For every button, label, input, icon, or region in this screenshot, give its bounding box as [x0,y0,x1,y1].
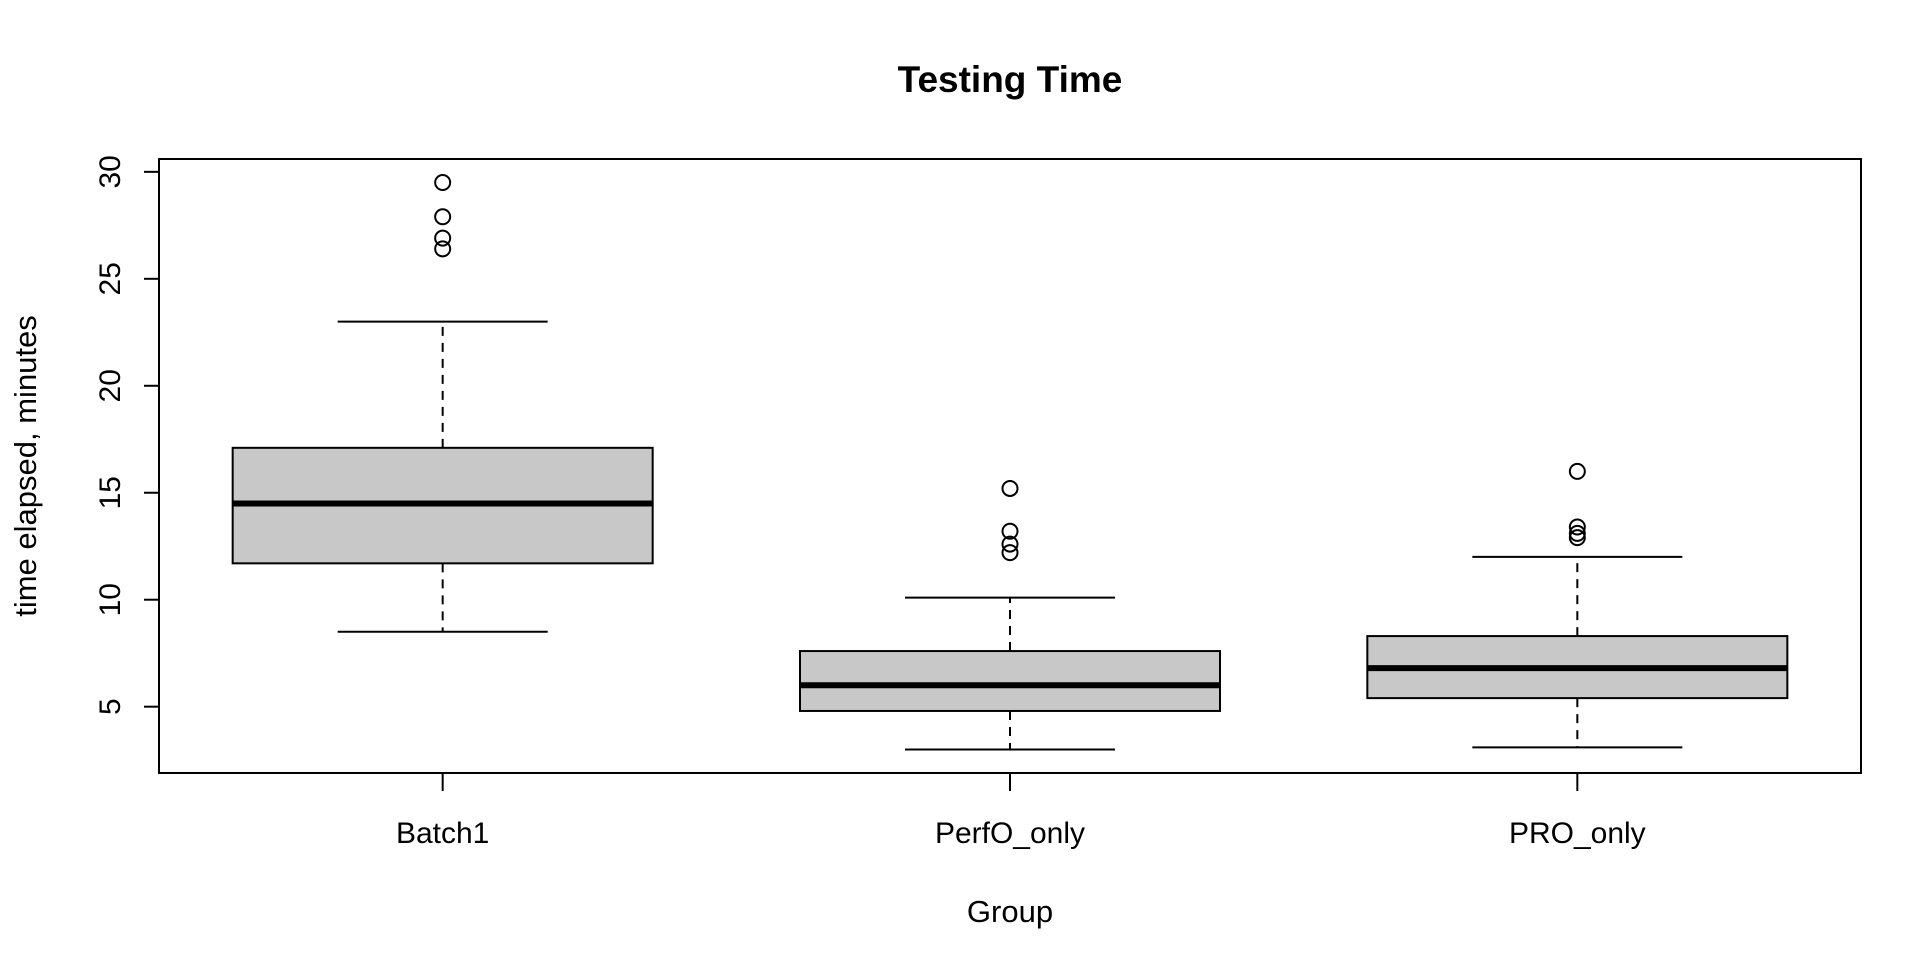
y-tick-label: 10 [94,583,127,616]
chart-title: Testing Time [898,59,1123,100]
y-axis-title: time elapsed, minutes [8,315,43,617]
outlier-point [434,208,452,226]
outlier-point [1001,522,1019,540]
outlier-point [434,240,452,258]
y-tick-label: 25 [94,262,127,295]
box-group [799,479,1221,751]
x-tick-label: PerfO_only [935,817,1085,850]
outlier-point [1568,524,1586,542]
y-axis: 5 10 15 20 25 30 [94,155,159,715]
outlier-point [1568,462,1586,480]
y-tick-label: 5 [94,698,127,715]
outlier-point [1001,544,1019,562]
x-axis-title: Group [967,894,1053,929]
box-group [231,174,654,633]
outlier-point [434,174,452,192]
y-tick-label: 20 [94,369,127,402]
x-tick-label: Batch1 [396,817,489,850]
outlier-point [1001,535,1019,553]
x-axis: Batch1 PerfO_only PRO_only [396,773,1646,850]
box-group [1366,462,1789,749]
outlier-point [1568,518,1586,536]
x-tick-label: PRO_only [1509,817,1646,850]
outlier-point [1001,479,1019,497]
outlier-point [1568,529,1586,547]
boxplot-boxes [231,174,1789,751]
y-tick-label: 15 [94,476,127,509]
outlier-point [434,229,452,247]
iqr-box [799,650,1221,712]
y-tick-label: 30 [94,155,127,188]
